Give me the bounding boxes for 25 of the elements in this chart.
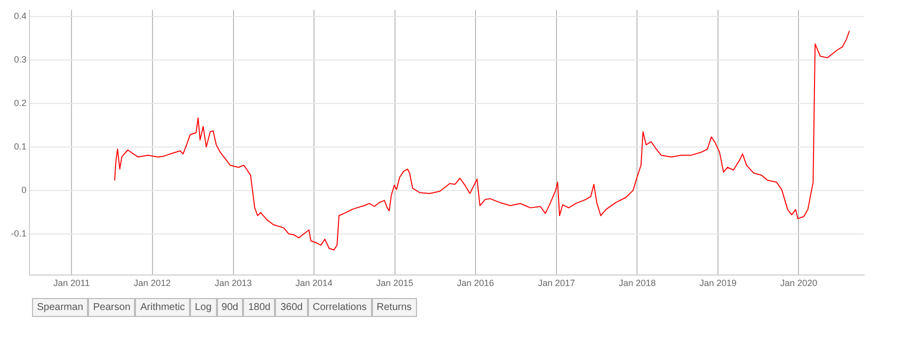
x-tick-label: Jan 2017 (538, 278, 576, 288)
y-tick-label: 0.3 (14, 54, 27, 64)
y-tick-label: -0.1 (10, 228, 27, 238)
x-tick-label: Jan 2014 (295, 278, 333, 288)
x-tick-label: Jan 2012 (134, 278, 171, 288)
y-tick-label: 0.1 (14, 141, 27, 152)
text: 90d (216, 298, 244, 317)
text: 180d (243, 298, 276, 317)
x-tick-label: Jan 2018 (618, 278, 656, 288)
x-tick-label: Jan 2020 (780, 278, 818, 288)
x-tick-label: Jan 2011 (53, 278, 90, 288)
y-tick-label: 0 (21, 184, 27, 195)
y-tick-label: 0.2 (14, 98, 27, 108)
x-tick-label: Jan 2013 (214, 278, 252, 288)
text: 360d (275, 298, 308, 317)
text: Log (190, 298, 217, 317)
text: Pearson (88, 298, 136, 317)
x-tick-label: Jan 2015 (376, 278, 414, 288)
text: Returns (372, 298, 417, 317)
text: Correlations (308, 298, 372, 317)
text: Arithmetic (135, 298, 190, 317)
text: Spearman (32, 298, 88, 317)
y-tick-label: 0.4 (14, 11, 27, 22)
x-tick-label: Jan 2016 (456, 278, 494, 288)
x-tick-label: Jan 2019 (699, 278, 737, 288)
